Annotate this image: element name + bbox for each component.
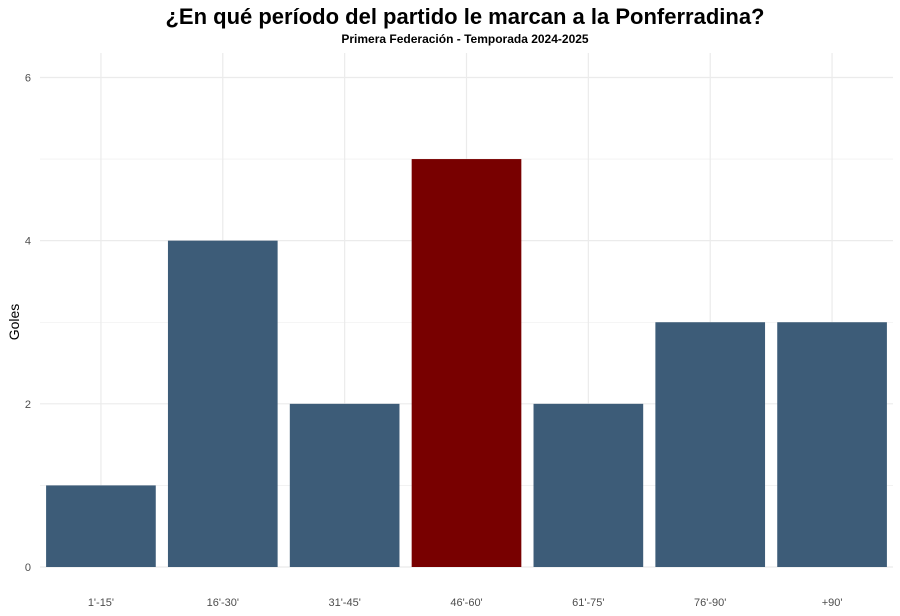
x-tick-label: 61'-75'	[572, 597, 604, 609]
bar	[533, 403, 644, 567]
x-tick-label: 1'-15'	[88, 597, 114, 609]
bar	[655, 322, 766, 567]
x-tick-label: 46'-60'	[450, 597, 482, 609]
bar	[411, 159, 522, 568]
x-tick-label: 31'-45'	[328, 597, 360, 609]
x-tick-labels: 1'-15' 16'-30' 31'-45' 46'-60' 61'-75' 76'-90…	[88, 597, 843, 609]
y-tick-label: 0	[25, 562, 31, 574]
y-tick-labels: 0 2 4 6	[25, 72, 31, 574]
y-tick-label: 4	[25, 236, 31, 248]
x-tick-label: 76'-90'	[694, 597, 726, 609]
x-tick-label: +90'	[822, 597, 843, 609]
bars-layer	[46, 159, 887, 568]
bar	[167, 240, 278, 567]
y-tick-label: 2	[25, 399, 31, 411]
x-tick-label: 16'-30'	[207, 597, 239, 609]
y-axis-label: Goles	[6, 304, 22, 341]
chart-subtitle: Primera Federación - Temporada 2024-2025	[341, 32, 589, 46]
bar	[289, 403, 400, 567]
bar	[46, 485, 156, 567]
bar	[777, 322, 887, 567]
chart-title: ¿En qué período del partido le marcan a …	[165, 4, 765, 29]
y-tick-label: 6	[25, 72, 31, 84]
